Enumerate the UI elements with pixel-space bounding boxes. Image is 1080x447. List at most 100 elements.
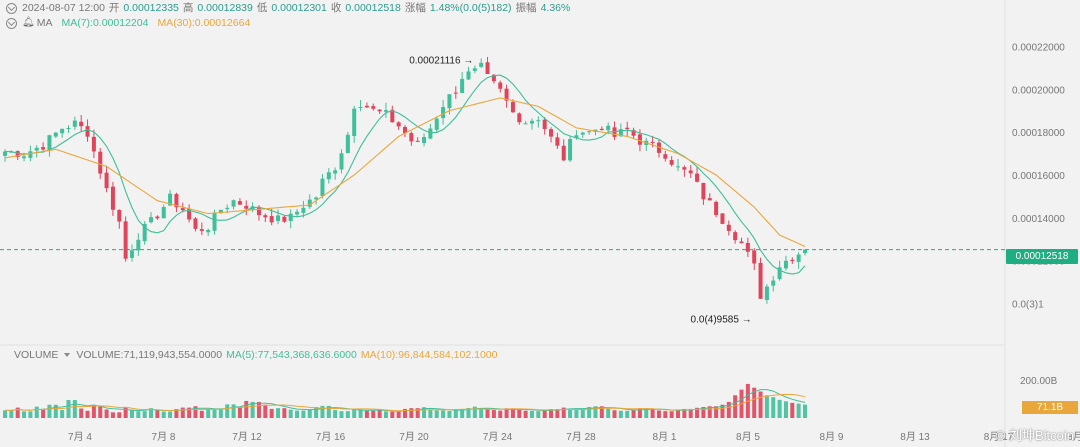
volume-bar (307, 409, 312, 418)
candle-body (479, 62, 484, 67)
volume-bar (15, 407, 20, 418)
collapse-toggle-icon[interactable] (6, 2, 17, 14)
volume-ma10: MA(10):96,844,584,102.1000 (360, 349, 498, 361)
ma30-line (4, 97, 806, 247)
ohlc-header: 2024-08-07 12:00 开 0.00012335 高 0.000128… (0, 0, 570, 16)
candle-body (472, 68, 477, 72)
candle-body (110, 186, 115, 210)
volume-bar (485, 408, 490, 418)
indicator-name[interactable]: MA (36, 17, 53, 29)
volume-bar (269, 408, 274, 418)
ma7-value: MA(7):0.00012204 (61, 17, 149, 29)
candle-body (720, 213, 725, 224)
candle-body (142, 223, 147, 242)
volume-bar (199, 410, 204, 418)
volume-bar (104, 409, 109, 418)
volume-bar (377, 410, 382, 418)
candle-body (98, 151, 103, 174)
volume-bar (517, 409, 522, 418)
volume-bar (396, 411, 401, 418)
volume-bar (460, 409, 465, 418)
volume-bar (250, 401, 255, 418)
volume-header: VOLUME VOLUME:71,119,943,554.0000 MA(5):… (0, 348, 497, 362)
volume-bar (276, 408, 281, 418)
candle-body (383, 110, 388, 112)
candle-body (60, 128, 65, 134)
ma7-line (5, 74, 806, 275)
candle-body (637, 134, 642, 145)
candle-body (168, 193, 173, 206)
candle-body (434, 118, 439, 130)
volume-bar (364, 410, 369, 418)
volume-bar (656, 410, 661, 418)
volume-bar (371, 410, 376, 418)
candle-body (193, 218, 198, 229)
candle-body (504, 88, 509, 101)
volume-bar (256, 401, 261, 418)
volume-bar (231, 404, 236, 418)
candle-body (91, 136, 96, 152)
candle-body (237, 201, 242, 205)
ma30-value: MA(30):0.00012664 (157, 17, 251, 29)
candle-body (580, 132, 585, 135)
volume-bar (237, 406, 242, 418)
candle-body (409, 133, 414, 142)
volume-bar (752, 387, 757, 418)
volume-bar (212, 409, 217, 418)
volume-bar (612, 410, 617, 418)
candle-body (549, 129, 554, 137)
high-label: 高 (182, 2, 194, 14)
candle-body (485, 62, 490, 74)
candle-body (790, 259, 795, 262)
time-axis-tick: 7月 4 (68, 431, 92, 443)
current-price-tag: 0.00012518 (1006, 249, 1078, 264)
volume-bar (593, 406, 598, 418)
volume-bar (536, 411, 541, 418)
candle-body (41, 147, 46, 150)
volume-bar (758, 391, 763, 418)
candle-body (752, 250, 757, 264)
volume-bar (98, 405, 103, 418)
volume-bar (726, 401, 731, 418)
alert-bell-icon[interactable]: 🔔︎ (22, 17, 35, 28)
candle-body (53, 132, 58, 137)
volume-bar (491, 410, 496, 418)
volume-bar (466, 407, 471, 418)
candle-body (542, 119, 547, 129)
volume-bar (504, 408, 509, 418)
time-axis-tick: 8月 21 (1067, 431, 1080, 443)
volume-bar (422, 407, 427, 418)
volume-bar (529, 410, 534, 418)
volume-ma10-line (5, 393, 806, 412)
low-label: 低 (256, 2, 268, 14)
volume-bar (777, 399, 782, 418)
volume-bar (720, 404, 725, 418)
volume-dropdown-icon[interactable] (64, 353, 71, 357)
volume-bar (288, 409, 293, 418)
volume-bar (764, 395, 769, 418)
high-annotation: 0.00021116 → (409, 55, 473, 66)
candle-body (599, 128, 604, 131)
volume-bar (606, 408, 611, 418)
volume-label[interactable]: VOLUME (14, 349, 59, 361)
volume-bar (472, 406, 477, 418)
volume-bar (3, 410, 7, 418)
candle-body (320, 178, 325, 196)
volume-bar (136, 411, 141, 418)
volume-bar (383, 411, 388, 418)
volume-bar (142, 411, 147, 418)
candle-body (733, 232, 738, 241)
price-axis-tick: 0.00016000 (1012, 171, 1065, 182)
volume-bar (688, 408, 693, 418)
volume-bar (352, 408, 357, 418)
candle-body (561, 145, 566, 161)
candle-body (695, 173, 700, 182)
candle-body (415, 140, 420, 142)
volume-bar (771, 397, 776, 418)
indicator-toggle-icon[interactable] (6, 17, 17, 29)
candle-body (491, 74, 496, 82)
candle-body (714, 201, 719, 215)
volume-bar (434, 410, 439, 418)
price-axis-tick: 0.00022000 (1012, 42, 1065, 53)
